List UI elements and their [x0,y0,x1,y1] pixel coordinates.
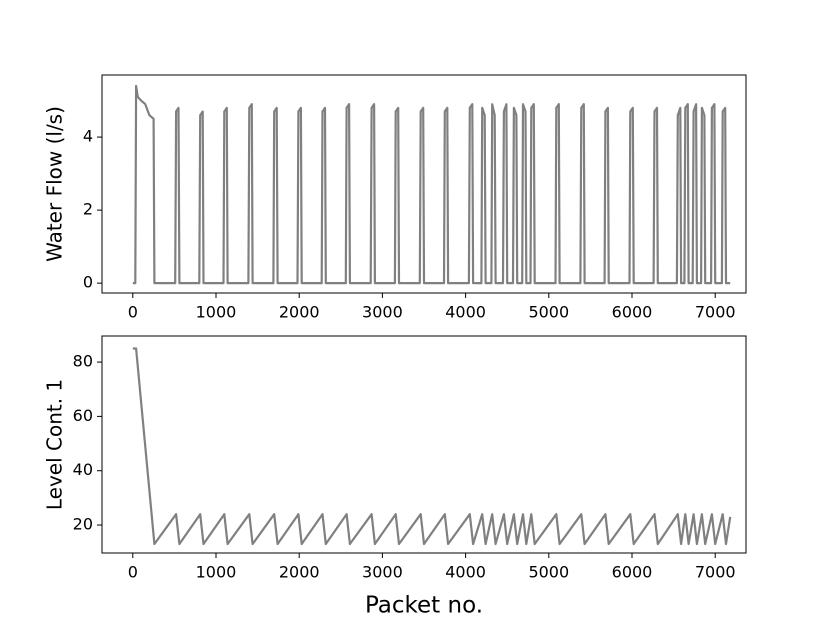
x-tick-label: 0 [128,303,138,322]
x-tick-label: 1000 [196,563,237,582]
x-tick-label: 5000 [528,563,569,582]
x-tick-label: 1000 [196,303,237,322]
x-tick-label: 4000 [445,303,486,322]
y-tick-label: 0 [83,273,93,292]
data-line [132,84,731,285]
y-tick-label: 60 [73,406,93,425]
plot-frame [101,335,747,554]
x-tick-label: 3000 [362,563,403,582]
y-tick-label: 4 [83,127,93,146]
x-tick-label: 2000 [279,303,320,322]
y-axis-label: Water Flow (l/s) [43,106,67,262]
x-axis-label: Packet no. [365,593,483,619]
y-tick-label: 40 [73,460,93,479]
y-tick-label: 20 [73,515,93,534]
x-tick-label: 6000 [612,303,653,322]
x-tick-label: 3000 [362,303,403,322]
data-line [132,347,732,546]
x-tick-label: 5000 [528,303,569,322]
y-tick-label: 80 [73,352,93,371]
y-tick-label: 2 [83,200,93,219]
x-tick-label: 6000 [612,563,653,582]
plot-frame [101,74,747,294]
x-tick-label: 7000 [695,303,736,322]
x-tick-label: 4000 [445,563,486,582]
x-tick-label: 0 [128,563,138,582]
x-tick-label: 7000 [695,563,736,582]
y-axis-label: Level Cont. 1 [43,379,67,510]
x-tick-label: 2000 [279,563,320,582]
